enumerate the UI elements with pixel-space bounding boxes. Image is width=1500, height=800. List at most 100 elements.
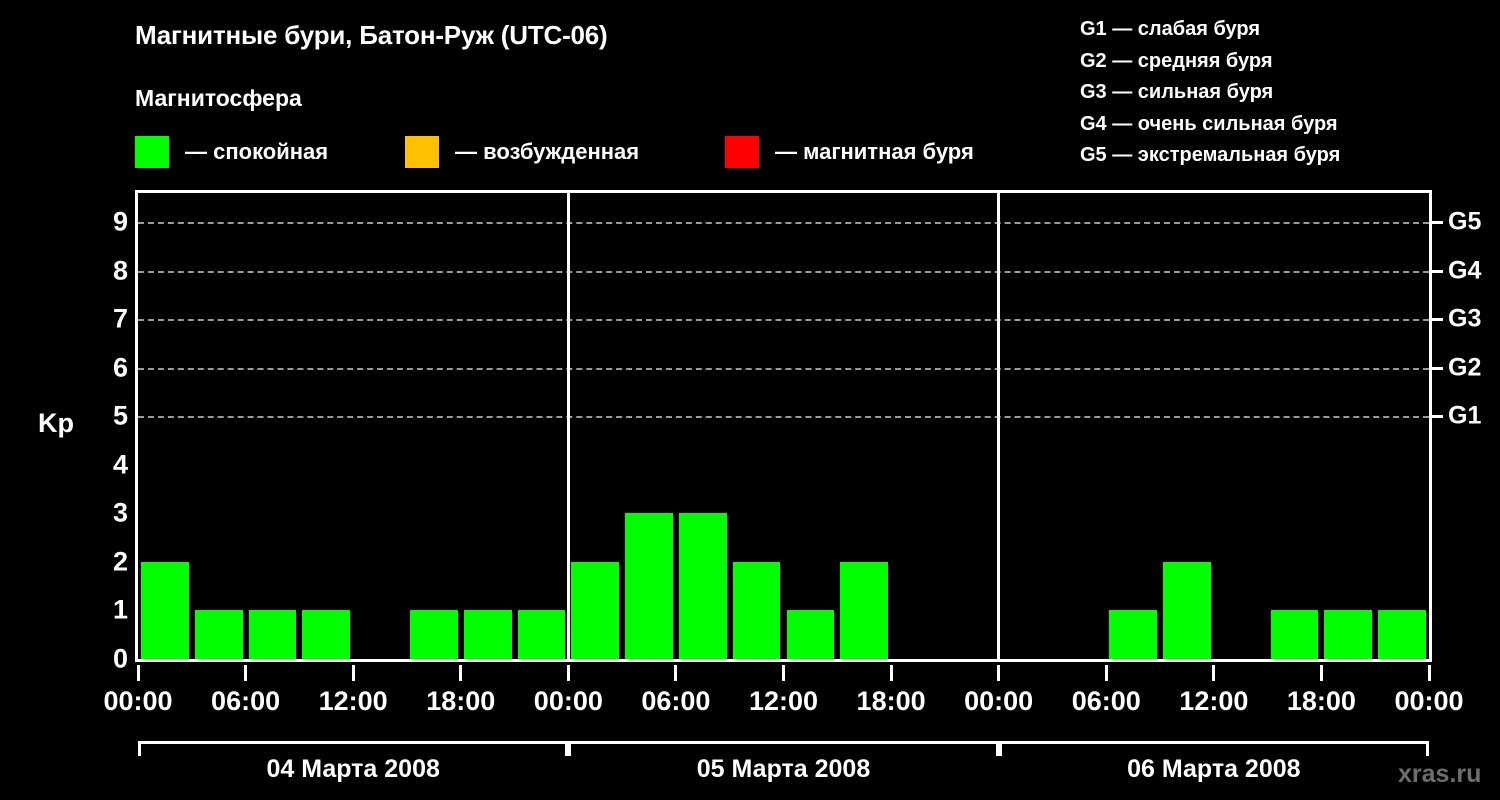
gridline-kp-9 bbox=[138, 222, 1429, 225]
g-tick-mark-G5 bbox=[1432, 221, 1443, 225]
y-axis-ticks: 0 1 2 3 4 5 6 7 8 9 bbox=[88, 190, 234, 674]
x-tick-mark-8 bbox=[997, 665, 1001, 681]
y-tick-label-0: 0 bbox=[112, 643, 128, 674]
x-tick-label-8: 00:00 bbox=[964, 686, 1034, 716]
y-tick-label-8: 8 bbox=[112, 255, 128, 286]
g-tick-mark-G2 bbox=[1432, 366, 1443, 370]
x-tick-mark-1 bbox=[244, 665, 248, 681]
gscale-row-g2: G2 — средняя буря bbox=[1080, 49, 1273, 72]
legend-label-storm: — магнитная буря bbox=[775, 139, 974, 164]
bar bbox=[517, 610, 566, 659]
magnetosphere-heading: Магнитосфера bbox=[135, 85, 302, 111]
y-tick-label-5: 5 bbox=[112, 400, 128, 431]
g-tick-label-G5: G5 bbox=[1448, 207, 1482, 236]
gscale-row-g1: G1 — слабая буря bbox=[1080, 18, 1261, 40]
x-tick-label-4: 00:00 bbox=[533, 686, 603, 716]
bar bbox=[678, 513, 727, 659]
legend-label-calm: — спокойная bbox=[185, 139, 329, 164]
bar bbox=[194, 610, 243, 659]
x-tick-mark-12 bbox=[1427, 665, 1431, 681]
y-tick-label-1: 1 bbox=[112, 594, 128, 625]
y-tick-label-2: 2 bbox=[112, 546, 128, 577]
page-title: Магнитные бури, Батон-Руж (UTC-06) bbox=[135, 20, 608, 50]
x-tick-label-1: 06:00 bbox=[211, 686, 281, 716]
bar bbox=[463, 610, 512, 659]
x-tick-label-5: 06:00 bbox=[641, 686, 711, 716]
gscale-row-g3: G3 — сильная буря bbox=[1080, 81, 1274, 103]
g-tick-mark-G4 bbox=[1432, 269, 1443, 273]
x-tick-label-2: 12:00 bbox=[318, 686, 388, 716]
bar bbox=[1324, 610, 1373, 659]
y-tick-label-3: 3 bbox=[112, 497, 128, 528]
x-tick-label-6: 12:00 bbox=[748, 686, 819, 716]
x-tick-mark-0 bbox=[136, 665, 140, 681]
y-axis-label: Kp bbox=[38, 408, 74, 438]
g-tick-mark-G1 bbox=[1432, 415, 1443, 419]
y-tick-label-7: 7 bbox=[112, 303, 128, 334]
legend-item-active: — возбужденная bbox=[405, 133, 639, 171]
day-label-1: 04 Марта 2008 bbox=[266, 755, 440, 783]
day-bracket-2 bbox=[568, 741, 999, 756]
plot-inner bbox=[138, 193, 1429, 659]
legend-label-active: — возбужденная bbox=[455, 139, 640, 164]
bar bbox=[302, 610, 351, 659]
g-tick-label-G3: G3 bbox=[1448, 304, 1482, 333]
bar bbox=[1163, 561, 1211, 659]
bar bbox=[786, 610, 835, 659]
bar bbox=[1378, 610, 1426, 659]
gscale-legend: G1 — слабая буря G2 — средняя буря G3 — … bbox=[1080, 14, 1500, 172]
bar bbox=[248, 610, 297, 659]
x-tick-label-3: 18:00 bbox=[426, 686, 496, 716]
y-tick-label-9: 9 bbox=[112, 206, 128, 237]
g-tick-mark-G3 bbox=[1432, 318, 1443, 322]
legend-item-calm: — спокойная bbox=[135, 133, 328, 171]
g-axis-ticks: G1 G2 G3 G4 G5 bbox=[1432, 190, 1500, 662]
day-bracket-1 bbox=[138, 741, 569, 756]
bar bbox=[141, 561, 189, 659]
gridline-kp-8 bbox=[138, 270, 1429, 273]
x-tick-mark-2 bbox=[351, 665, 355, 681]
x-tick-mark-10 bbox=[1212, 665, 1216, 681]
bar bbox=[571, 561, 620, 659]
y-tick-label-6: 6 bbox=[112, 352, 128, 383]
bar bbox=[840, 561, 889, 659]
day-bracket-3 bbox=[998, 741, 1429, 756]
plot-area bbox=[135, 190, 1432, 662]
gridline-kp-6 bbox=[138, 367, 1429, 370]
bar bbox=[732, 561, 781, 659]
gridline-kp-5 bbox=[138, 416, 1429, 419]
g-tick-label-G4: G4 bbox=[1448, 256, 1482, 285]
watermark: xras.ru bbox=[1398, 760, 1482, 788]
bar bbox=[625, 513, 673, 659]
x-tick-label-12: 00:00 bbox=[1394, 686, 1464, 716]
gscale-row-g4: G4 — очень сильная буря bbox=[1080, 112, 1338, 135]
bar bbox=[409, 610, 458, 659]
x-tick-mark-9 bbox=[1104, 665, 1108, 681]
legend-swatch-calm bbox=[135, 136, 169, 168]
x-tick-mark-7 bbox=[889, 665, 893, 681]
legend-swatch-storm bbox=[725, 136, 759, 168]
g-tick-label-G2: G2 bbox=[1448, 353, 1482, 382]
legend-swatch-active bbox=[405, 136, 439, 168]
y-tick-label-4: 4 bbox=[112, 449, 128, 480]
gscale-row-g5: G5 — экстремальная буря bbox=[1080, 144, 1341, 166]
bar bbox=[1270, 610, 1319, 659]
g-tick-label-G1: G1 bbox=[1448, 401, 1482, 430]
x-tick-mark-6 bbox=[782, 665, 785, 681]
x-tick-label-9: 06:00 bbox=[1071, 686, 1141, 716]
x-tick-mark-5 bbox=[674, 665, 678, 681]
bar bbox=[1109, 610, 1158, 659]
gridline-kp-7 bbox=[138, 319, 1429, 322]
x-tick-mark-3 bbox=[459, 665, 463, 681]
day-label-2: 05 Марта 2008 bbox=[696, 755, 871, 783]
x-tick-label-0: 00:00 bbox=[103, 686, 173, 716]
day-label-3: 06 Марта 2008 bbox=[1127, 755, 1301, 783]
x-tick-mark-11 bbox=[1319, 665, 1323, 681]
x-tick-label-7: 18:00 bbox=[856, 686, 926, 716]
day-separator bbox=[566, 193, 570, 659]
x-tick-label-11: 18:00 bbox=[1286, 686, 1356, 716]
day-separator bbox=[997, 193, 1001, 659]
x-tick-label-10: 12:00 bbox=[1179, 686, 1249, 716]
legend-item-storm: — магнитная буря bbox=[725, 133, 974, 171]
